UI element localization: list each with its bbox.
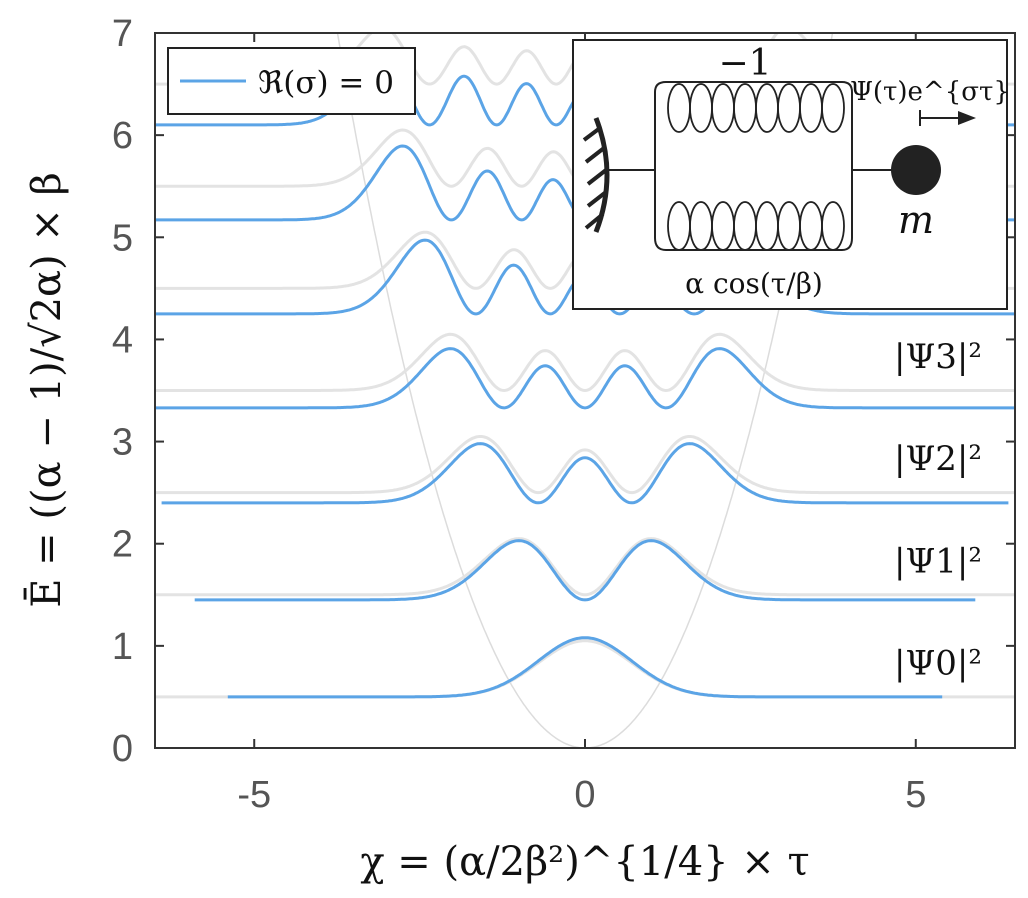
level-label-n3: |Ψ3|² — [894, 337, 982, 377]
y-tick-label: 6 — [112, 115, 133, 157]
mass-label: m — [898, 198, 934, 242]
x-tick-label: -5 — [237, 774, 271, 816]
arrow-head — [958, 111, 976, 125]
wall-hatching — [582, 126, 608, 230]
arrow-label: Ψ(τ)e^{στ} — [850, 77, 1010, 107]
x-axis-label: χ = (α/2β²)^{1/4} × τ — [360, 839, 809, 885]
inset-schematic: −1 α cos(τ/β) Ψ(τ)e^{στ} m — [572, 39, 1010, 310]
mass — [891, 145, 941, 195]
gray-curve-n0 — [155, 639, 1015, 699]
spring-bottom-label: α cos(τ/β) — [685, 267, 823, 300]
level-label-n1: |Ψ1|² — [894, 541, 982, 581]
y-tick-label: 0 — [112, 728, 133, 770]
blue-curve-n0 — [227, 636, 943, 699]
blue-curve-n3 — [155, 347, 1015, 410]
spring-bottom — [667, 201, 845, 251]
spring-top-label: −1 — [718, 43, 771, 84]
potential-curve — [336, 33, 834, 748]
level-label-n0: |Ψ0|² — [894, 643, 982, 683]
y-tick-label: 2 — [112, 524, 133, 566]
y-tick-label: 3 — [112, 422, 133, 464]
spring-top — [667, 83, 845, 133]
gray-curve-n3 — [155, 332, 1015, 393]
spring-frame — [654, 81, 853, 251]
gray-curve-n2 — [155, 435, 1015, 495]
level-label-n2: |Ψ2|² — [894, 439, 982, 479]
gray-curve-n1 — [155, 537, 1015, 597]
spring-coil — [821, 201, 845, 251]
legend: ℜ(σ) = 0 — [167, 47, 416, 115]
y-tick-label: 5 — [112, 217, 133, 259]
y-tick-label: 7 — [112, 13, 133, 55]
y-axis-label: Ē = ((α − 1)/√2α) × β — [24, 172, 70, 607]
y-tick-label: 4 — [112, 319, 133, 361]
blue-curve-n1 — [194, 539, 976, 602]
y-tick-label: 1 — [112, 626, 133, 668]
level-labels: |Ψ0|² |Ψ1|² |Ψ2|² |Ψ3|² — [894, 337, 982, 683]
x-tick-label: 5 — [905, 774, 926, 816]
spring-coil — [821, 83, 845, 133]
blue-curve-n2 — [161, 442, 1009, 505]
x-tick-label: 0 — [574, 774, 595, 816]
legend-label: ℜ(σ) = 0 — [258, 65, 394, 101]
